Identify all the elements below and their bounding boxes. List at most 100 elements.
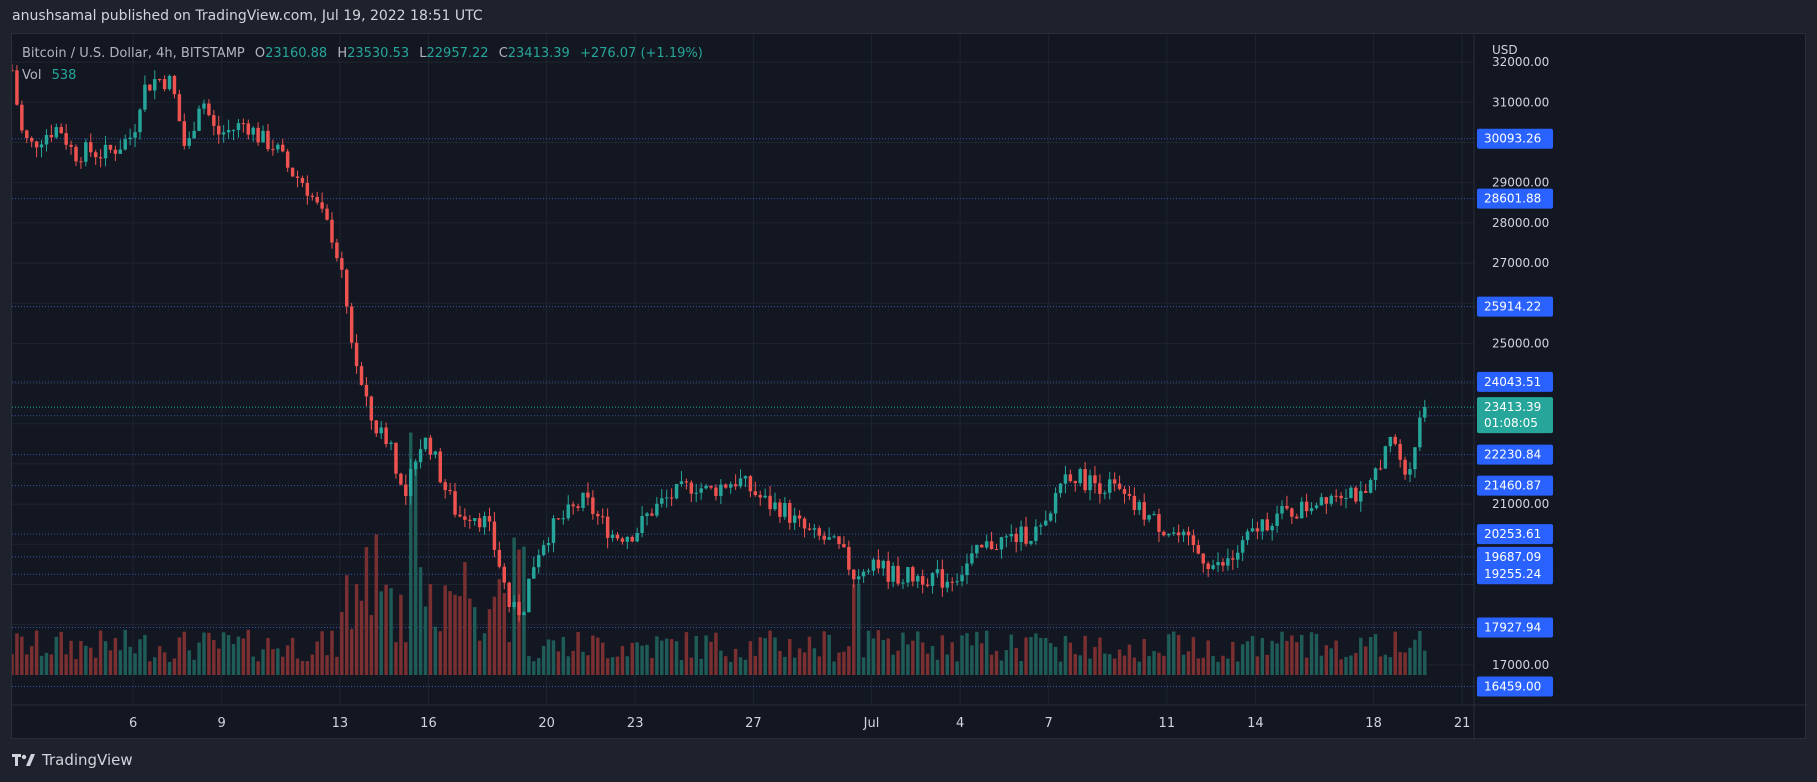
volume-bar bbox=[660, 640, 664, 675]
candle-body bbox=[1344, 497, 1348, 499]
candlestick-chart[interactable]: USD 17000.00 21000.00 25000.00 27000.00 28000… bbox=[12, 34, 1807, 740]
candle-body bbox=[25, 130, 29, 138]
candle-body bbox=[1221, 562, 1225, 566]
volume-bar bbox=[453, 594, 457, 675]
volume-bar bbox=[620, 646, 625, 675]
volume-bar bbox=[59, 631, 63, 675]
chart-panel[interactable]: USD 17000.00 21000.00 25000.00 27000.00 28000… bbox=[11, 33, 1807, 740]
candle-body bbox=[1201, 553, 1205, 564]
volume-bar bbox=[1196, 658, 1201, 675]
candle-body bbox=[1334, 495, 1338, 497]
volume-bar bbox=[330, 630, 334, 675]
volume-bar bbox=[1231, 641, 1235, 675]
candle-body bbox=[172, 75, 177, 95]
candle-body bbox=[202, 103, 206, 109]
candle-body bbox=[994, 549, 999, 551]
volume-label[interactable]: Vol bbox=[22, 68, 42, 83]
candle-body bbox=[1349, 487, 1353, 498]
candle-body bbox=[871, 559, 876, 571]
candle-body bbox=[212, 115, 216, 126]
volume-bar bbox=[64, 654, 68, 675]
volume-bar bbox=[881, 640, 886, 675]
candle-body bbox=[758, 495, 762, 498]
candle-body bbox=[1211, 565, 1215, 570]
volume-bar bbox=[950, 642, 954, 675]
volume-bar bbox=[630, 642, 634, 675]
candle-body bbox=[305, 182, 310, 196]
volume-bar bbox=[69, 640, 73, 675]
price-level-badge bbox=[1477, 444, 1553, 465]
candle-body bbox=[423, 437, 428, 450]
volume-bar bbox=[576, 632, 580, 675]
low-label: L bbox=[419, 46, 427, 61]
candle-body bbox=[950, 581, 954, 583]
candle-body bbox=[1167, 533, 1171, 536]
candle-body bbox=[340, 258, 344, 270]
volume-bar bbox=[98, 630, 103, 675]
volume-bar bbox=[842, 651, 846, 675]
volume-bar bbox=[1255, 656, 1260, 675]
volume-bar bbox=[12, 654, 14, 675]
candle-body bbox=[901, 582, 905, 584]
volume-bar bbox=[738, 657, 743, 675]
candle-body bbox=[1068, 474, 1073, 482]
volume-bar bbox=[704, 635, 708, 675]
volume-bar bbox=[783, 656, 787, 675]
volume-bar bbox=[1117, 649, 1122, 675]
candle-body bbox=[955, 581, 959, 583]
price-level-label: 25914.22 bbox=[1484, 300, 1541, 314]
candle-body bbox=[1162, 531, 1166, 536]
candle-body bbox=[369, 396, 374, 421]
candle-body bbox=[876, 559, 881, 569]
volume-bar bbox=[1240, 644, 1245, 675]
price-level-badge bbox=[1477, 188, 1553, 209]
volume-bar bbox=[15, 633, 19, 675]
candle-body bbox=[44, 135, 49, 145]
candle-body bbox=[1044, 520, 1048, 526]
candle-body bbox=[896, 565, 900, 584]
volume-bar bbox=[1088, 658, 1092, 675]
candle-body bbox=[532, 567, 536, 579]
candle-body bbox=[517, 601, 521, 616]
volume-bar bbox=[1201, 657, 1205, 675]
candle-body bbox=[807, 528, 812, 530]
candle-body bbox=[689, 482, 694, 494]
candle-body bbox=[453, 491, 457, 515]
volume-bar bbox=[1354, 652, 1358, 675]
candle-body bbox=[1383, 446, 1388, 469]
candle-body bbox=[438, 451, 442, 483]
price-level-label: 24043.51 bbox=[1484, 375, 1541, 389]
candle-body bbox=[310, 195, 314, 197]
volume-bar bbox=[930, 646, 935, 675]
volume-bar bbox=[802, 652, 807, 675]
volume-bar bbox=[354, 584, 359, 675]
volume-bar bbox=[1314, 633, 1319, 675]
candle-body bbox=[930, 573, 935, 586]
volume-bar bbox=[1186, 651, 1191, 675]
tradingview-logo[interactable]: TradingView bbox=[12, 751, 133, 769]
candle-body bbox=[822, 535, 826, 540]
candle-body bbox=[59, 127, 63, 134]
close-label: C bbox=[498, 46, 508, 61]
candle-body bbox=[487, 516, 492, 522]
volume-bar bbox=[1359, 637, 1363, 675]
volume-bar bbox=[650, 657, 654, 675]
volume-bar bbox=[44, 652, 49, 675]
volume-bar bbox=[345, 575, 349, 675]
candle-body bbox=[404, 484, 408, 496]
volume-bar bbox=[1265, 654, 1269, 675]
volume-bar bbox=[1103, 653, 1107, 675]
price-level-badge bbox=[1477, 564, 1553, 585]
volume-bar bbox=[300, 660, 305, 675]
price-level-label: 30093.26 bbox=[1484, 132, 1541, 146]
candle-body bbox=[285, 151, 290, 168]
candle-body bbox=[1255, 528, 1260, 532]
candle-body bbox=[231, 130, 236, 132]
candle-body bbox=[802, 518, 807, 529]
candle-body bbox=[664, 497, 669, 499]
candle-body bbox=[113, 149, 118, 154]
symbol-title[interactable]: Bitcoin / U.S. Dollar, 4h, BITSTAMP bbox=[22, 46, 245, 61]
volume-bar bbox=[536, 658, 541, 675]
candle-body bbox=[561, 518, 566, 520]
volume-bar bbox=[497, 579, 502, 675]
